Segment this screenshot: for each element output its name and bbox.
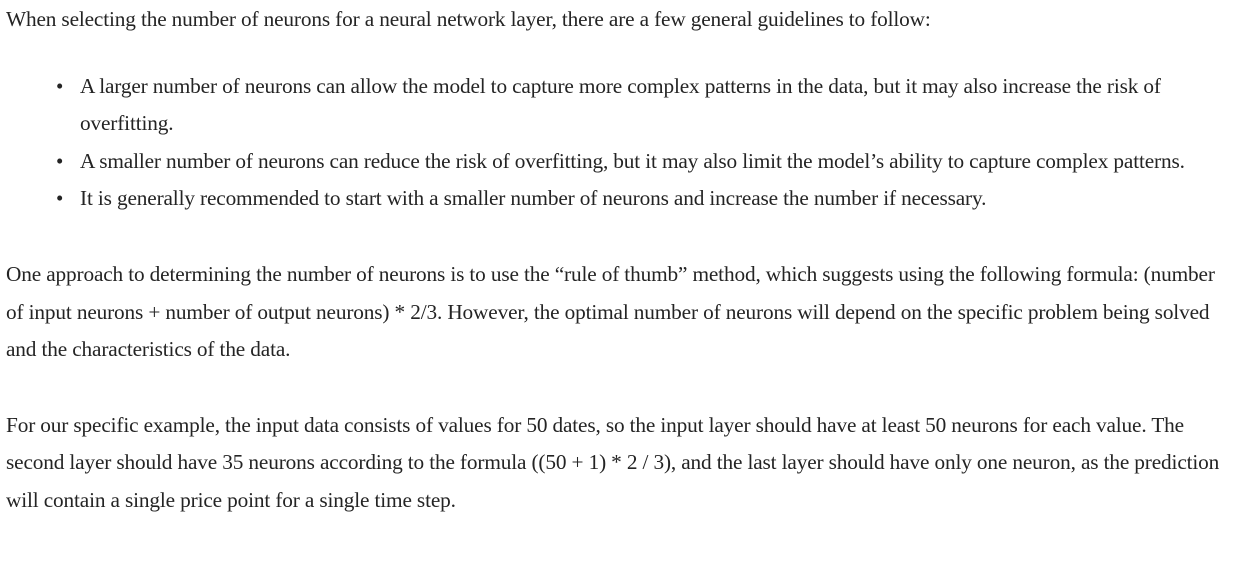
example-paragraph: For our specific example, the input data… — [6, 412, 1220, 512]
guidelines-list: • A larger number of neurons can allow t… — [6, 68, 1235, 218]
list-item-text: It is generally recommended to start wit… — [80, 186, 987, 211]
rule-of-thumb-paragraph: One approach to determining the number o… — [6, 261, 1215, 362]
list-item: • It is generally recommended to start w… — [56, 180, 1235, 218]
list-item: • A smaller number of neurons can reduce… — [56, 143, 1235, 181]
bullet-icon: • — [56, 73, 64, 98]
list-item-text: A larger number of neurons can allow the… — [80, 73, 1161, 136]
list-item-text: A smaller number of neurons can reduce t… — [80, 148, 1185, 173]
intro-paragraph: When selecting the number of neurons for… — [6, 7, 931, 31]
bullet-icon: • — [56, 186, 64, 211]
bullet-icon: • — [56, 148, 64, 173]
list-item: • A larger number of neurons can allow t… — [56, 68, 1235, 143]
